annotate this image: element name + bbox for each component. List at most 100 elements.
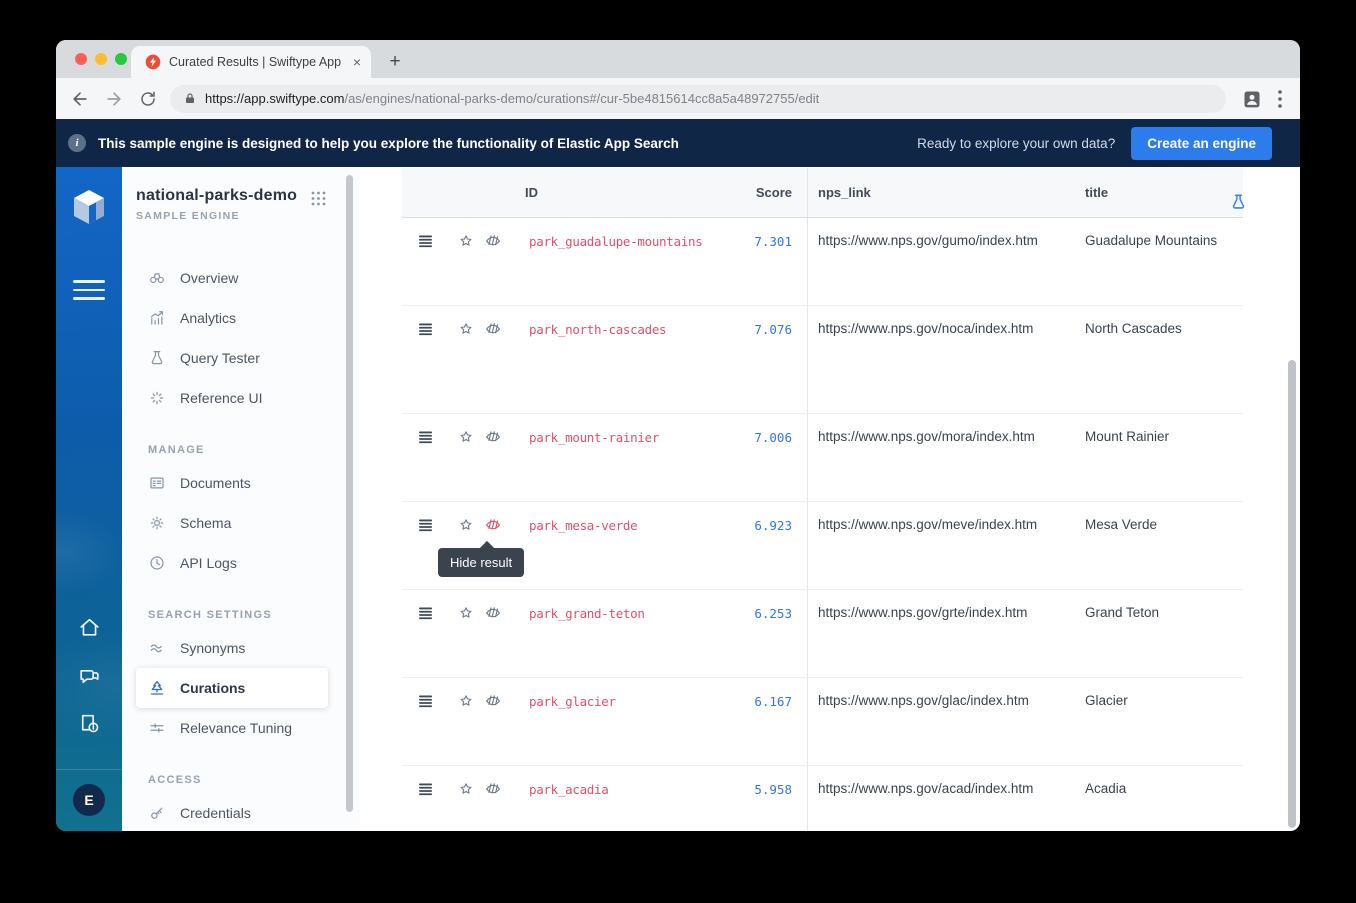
sidebar-item-label: Schema — [180, 515, 232, 531]
drag-handle-icon[interactable] — [418, 430, 433, 445]
title-cell: Acadia — [1085, 781, 1127, 796]
curations-tree-icon — [148, 679, 166, 697]
zoom-window-button[interactable] — [115, 53, 127, 65]
column-header-id: ID — [525, 185, 538, 200]
document-id[interactable]: park_mount-rainier — [529, 430, 660, 445]
sidebar-item-api-logs[interactable]: API Logs — [136, 543, 328, 583]
hide-result-tooltip: Hide result — [438, 548, 525, 577]
tab-title: Curated Results | Swiftype App — [169, 55, 342, 69]
engine-name: national-parks-demo — [136, 187, 298, 204]
title-cell: Mount Rainier — [1085, 429, 1170, 444]
drag-handle-icon[interactable] — [418, 234, 433, 249]
sidebar-item-analytics[interactable]: Analytics — [136, 298, 328, 338]
sidebar-section-access: ACCESS — [148, 773, 202, 786]
engine-switcher-grid-icon[interactable] — [311, 191, 326, 206]
nps-link-cell: https://www.nps.gov/grte/index.htm — [818, 605, 1028, 620]
profile-icon[interactable] — [1242, 89, 1262, 109]
documentation-icon[interactable] — [77, 711, 102, 741]
sidebar-item-label: Reference UI — [180, 390, 263, 406]
new-tab-button[interactable]: + — [389, 51, 401, 72]
star-icon[interactable] — [458, 321, 474, 337]
main-scrollbar[interactable] — [1288, 360, 1296, 828]
table-row: park_mesa-verde 6.923 Hide result https:… — [402, 502, 1243, 590]
url-text: https://app.swiftype.com/as/engines/nati… — [205, 91, 819, 106]
hide-result-icon[interactable] — [484, 232, 502, 250]
star-icon[interactable] — [458, 693, 474, 709]
sidebar-scrollbar[interactable] — [346, 175, 353, 812]
forward-icon[interactable] — [102, 87, 126, 111]
clock-icon — [148, 554, 166, 572]
home-icon[interactable] — [77, 615, 102, 645]
sidebar-item-label: Credentials — [180, 805, 251, 821]
back-icon[interactable] — [68, 87, 92, 111]
gear-icon — [148, 514, 166, 532]
star-icon[interactable] — [458, 233, 474, 249]
sidebar-item-reference-ui[interactable]: Reference UI — [136, 378, 328, 418]
drag-handle-icon[interactable] — [418, 518, 433, 533]
chat-icon[interactable] — [77, 663, 102, 693]
hide-result-icon[interactable] — [484, 780, 502, 798]
sidebar-item-overview[interactable]: Overview — [136, 258, 328, 298]
sidebar-item-schema[interactable]: Schema — [136, 503, 328, 543]
document-score: 7.301 — [754, 234, 792, 249]
drag-handle-icon[interactable] — [418, 606, 433, 621]
title-cell: Mesa Verde — [1085, 517, 1158, 532]
sidebar-item-curations[interactable]: Curations — [136, 668, 328, 708]
star-icon[interactable] — [458, 429, 474, 445]
column-header-title: title — [1085, 185, 1109, 200]
document-id[interactable]: park_acadia — [529, 782, 609, 797]
hide-result-icon[interactable] — [484, 516, 502, 534]
sidebar-item-label: API Logs — [180, 555, 237, 571]
document-id[interactable]: park_mesa-verde — [529, 518, 638, 533]
info-icon: i — [68, 134, 86, 152]
sidebar-item-label: Overview — [180, 270, 239, 286]
document-id[interactable]: park_glacier — [529, 694, 616, 709]
browser-tab[interactable]: Curated Results | Swiftype App × — [131, 46, 371, 78]
drag-handle-icon[interactable] — [418, 694, 433, 709]
close-window-button[interactable] — [75, 53, 87, 65]
table-body: park_guadalupe-mountains 7.301 Hide resu… — [402, 218, 1243, 831]
traffic-lights — [75, 53, 127, 65]
document-id[interactable]: park_grand-teton — [529, 606, 645, 621]
flask-icon — [148, 349, 166, 367]
app-search-logo-icon[interactable] — [72, 189, 106, 225]
star-icon[interactable] — [458, 781, 474, 797]
create-engine-button[interactable]: Create an engine — [1131, 126, 1272, 160]
sample-engine-banner: i This sample engine is designed to help… — [56, 119, 1300, 167]
hide-result-icon[interactable] — [484, 320, 502, 338]
drag-handle-icon[interactable] — [418, 782, 433, 797]
sliders-icon — [148, 719, 166, 737]
sidebar-section-manage: MANAGE — [148, 443, 205, 456]
lock-icon — [186, 93, 194, 103]
nps-link-cell: https://www.nps.gov/gumo/index.htm — [818, 233, 1038, 248]
sidebar-item-label: Query Tester — [180, 350, 260, 366]
minimize-window-button[interactable] — [95, 53, 107, 65]
query-tester-flask-icon[interactable] — [1229, 191, 1248, 218]
sidebar-item-synonyms[interactable]: Synonyms — [136, 628, 328, 668]
nps-link-cell: https://www.nps.gov/acad/index.htm — [818, 781, 1034, 796]
drag-handle-icon[interactable] — [418, 322, 433, 337]
sidebar-item-credentials[interactable]: Credentials — [136, 793, 328, 831]
star-icon[interactable] — [458, 605, 474, 621]
menu-dots-icon[interactable] — [1278, 89, 1282, 108]
document-id[interactable]: park_guadalupe-mountains — [529, 234, 703, 249]
hide-result-icon[interactable] — [484, 692, 502, 710]
reload-icon[interactable] — [136, 87, 160, 111]
sidebar-item-relevance-tuning[interactable]: Relevance Tuning — [136, 708, 328, 748]
sidebar-item-documents[interactable]: Documents — [136, 463, 328, 503]
document-id[interactable]: park_north-cascades — [529, 322, 667, 337]
hide-result-icon[interactable] — [484, 604, 502, 622]
document-score: 6.923 — [754, 518, 792, 533]
url-bar[interactable]: https://app.swiftype.com/as/engines/nati… — [170, 84, 1226, 113]
hide-result-icon[interactable] — [484, 428, 502, 446]
star-icon[interactable] — [458, 517, 474, 533]
user-avatar[interactable]: E — [73, 784, 105, 816]
url-host: https://app.swiftype.com — [205, 91, 345, 106]
table-header: ID Score nps_link title — [402, 168, 1243, 218]
analytics-chart-icon — [148, 309, 166, 327]
table-row: park_acadia 5.958 Hide result https://ww… — [402, 766, 1243, 831]
menu-hamburger-icon[interactable] — [73, 274, 105, 306]
document-score: 6.253 — [754, 606, 792, 621]
tab-close-icon[interactable]: × — [352, 54, 361, 70]
sidebar-item-query-tester[interactable]: Query Tester — [136, 338, 328, 378]
